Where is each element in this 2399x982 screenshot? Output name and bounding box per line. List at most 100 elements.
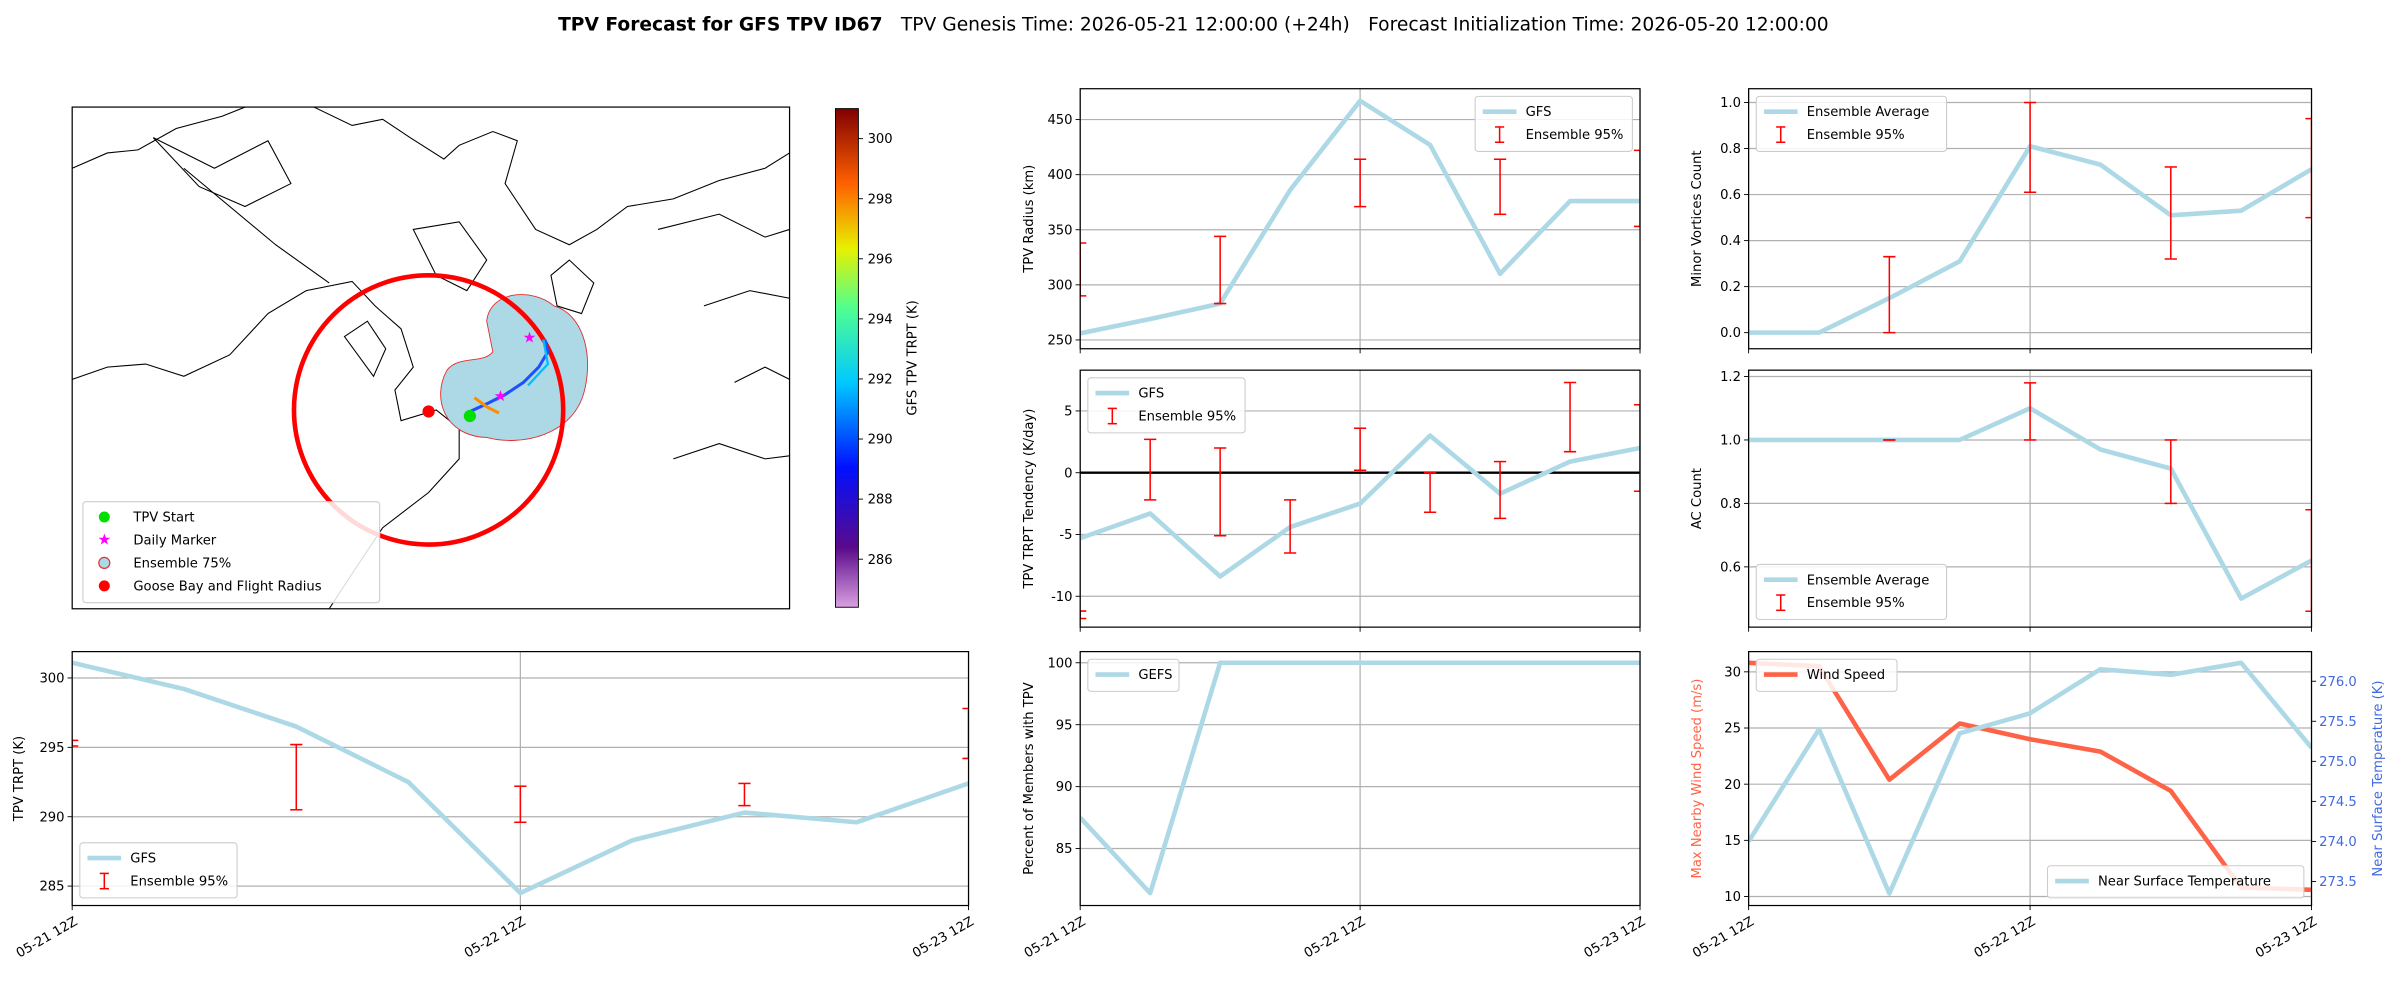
title-init: Forecast Initialization Time: 2026-05-20… — [1368, 15, 1829, 36]
y-tick-label: -5 — [1059, 528, 1072, 543]
y-tick-label: 25 — [1724, 722, 1741, 737]
colorbar-tick-label: 298 — [868, 192, 893, 207]
data-layer — [1080, 381, 1641, 620]
y-tick-label: 285 — [39, 880, 64, 895]
y-tick-label: 0.8 — [1720, 142, 1741, 157]
series-line — [1748, 660, 2312, 896]
plot-frame — [1748, 650, 2313, 907]
y-tick-label: 0 — [1064, 466, 1072, 481]
legend-marker — [98, 580, 110, 592]
x-tick-label: 05-22 12Z — [462, 914, 528, 961]
legend-label: Near Surface Temperature — [2098, 875, 2271, 890]
x-tick-label: 05-21 12Z — [14, 914, 80, 961]
legend-label: Wind Speed — [1807, 668, 1885, 683]
legend-label: GFS — [1138, 387, 1164, 402]
y-tick-label: 400 — [1047, 168, 1072, 183]
line-panel: 285 290 295 300 05-21 12Z 05-22 12Z 05-23 12Z T… — [12, 650, 977, 961]
line-panel: 0.6 0.8 1.0 1.2 AC Count Ensemble Average Ense… — [1690, 369, 2313, 632]
y-tick-label: 0.6 — [1720, 188, 1741, 203]
y-tick-label: 250 — [1047, 334, 1072, 349]
y-tick-label: 100 — [1047, 656, 1072, 671]
y-tick-label: 20 — [1724, 778, 1741, 793]
y-tick-label: 300 — [39, 672, 64, 687]
plot-frame — [1079, 88, 1641, 350]
legend-label: Ensemble 75% — [133, 556, 231, 571]
y-tick-label: 290 — [39, 810, 64, 825]
flight-radius — [291, 273, 566, 547]
y-tick-label: 1.2 — [1720, 370, 1741, 385]
legend-label: Ensemble 95% — [1807, 128, 1905, 143]
data-layer — [1080, 660, 1641, 896]
y-tick-label: 10 — [1724, 890, 1741, 905]
legend-label: Ensemble 95% — [1526, 128, 1624, 143]
legend-label: GFS — [1526, 105, 1552, 120]
colorbar-tick-label: 286 — [868, 553, 893, 568]
legend-label: Ensemble Average — [1807, 573, 1930, 588]
x-tick-label: 05-23 12Z — [2253, 914, 2319, 961]
y-tick-label: 295 — [39, 741, 64, 756]
colorbar-tick-label: 294 — [868, 312, 893, 327]
y2-axis-label: Near Surface Temperature (K) — [2371, 681, 2386, 877]
y-tick-label: 15 — [1724, 834, 1741, 849]
legend-label: Ensemble Average — [1807, 105, 1930, 120]
y2-tick-label: 274.0 — [2319, 835, 2357, 850]
series-line — [1080, 433, 1641, 579]
line-panel: 250 300 350 400 450 TPV Radius (km) GFS Ensembl… — [1022, 88, 1641, 354]
y-tick-label: 300 — [1047, 278, 1072, 293]
legend-label: Ensemble 95% — [1807, 596, 1905, 611]
y2-tick-label: 274.5 — [2319, 795, 2357, 810]
legend-label: Goose Bay and Flight Radius — [133, 579, 321, 594]
y-tick-label: 350 — [1047, 223, 1072, 238]
data-layer — [72, 660, 969, 896]
y2-tick-label: 275.0 — [2319, 755, 2357, 770]
y-axis-label: Minor Vortices Count — [1690, 150, 1705, 287]
ensemble-75-region — [440, 294, 588, 441]
legend-marker — [98, 556, 111, 570]
legend-label: TPV Start — [132, 511, 194, 526]
data-layer — [1080, 98, 1641, 336]
tpv-track-warm — [473, 396, 500, 415]
y-tick-label: 0.4 — [1720, 234, 1741, 249]
x-tick-label: 05-21 12Z — [1022, 914, 1088, 961]
y-tick-label: 95 — [1056, 718, 1073, 733]
daily-marker: ★ — [523, 329, 537, 347]
legend-box — [1755, 563, 1948, 621]
legend-box — [2046, 865, 2305, 899]
legend-label: Daily Marker — [133, 534, 216, 549]
plot-frame — [1748, 88, 2313, 350]
data-layer — [1748, 101, 2312, 335]
y-axis-label: Max Nearby Wind Speed (m/s) — [1690, 679, 1705, 879]
y-axis-label: TPV TRPT Tendency (K/day) — [1022, 409, 1037, 590]
legend-box — [1087, 658, 1180, 692]
y-tick-label: 5 — [1064, 405, 1072, 420]
y-axis-label: Percent of Members with TPV — [1022, 682, 1037, 875]
tpv-track-ens — [527, 339, 550, 387]
plot-frame — [71, 650, 970, 907]
x-tick-label: 05-21 12Z — [1690, 914, 1756, 961]
y-tick-label: 1.0 — [1720, 96, 1741, 111]
legend-marker: ★ — [97, 531, 111, 549]
line-panel: -10 -5 0 5 TPV TRPT Tendency (K/day) GFS Ensem… — [1022, 369, 1641, 632]
plot-frame — [1748, 369, 2313, 628]
legend-label: GEFS — [1138, 668, 1172, 683]
y2-tick-label: 275.5 — [2319, 715, 2357, 730]
map-panel: ★ ★ ★ TPV Start Daily Marker Ensemble 75… — [71, 106, 921, 610]
x-tick-label: 05-23 12Z — [1582, 914, 1648, 961]
colorbar-tick-label: 292 — [868, 373, 893, 388]
y-tick-label: 30 — [1724, 665, 1741, 680]
title-genesis: TPV Genesis Time: 2026-05-21 12:00:00 (+… — [900, 15, 1350, 36]
x-tick-label: 05-22 12Z — [1972, 914, 2038, 961]
colorbar-label: GFS TPV TRPT (K) — [906, 300, 921, 415]
plot-frame — [1079, 650, 1641, 907]
y-tick-label: 90 — [1056, 780, 1073, 795]
colorbar-tick-label: 296 — [868, 252, 893, 267]
y-tick-label: 0.8 — [1720, 497, 1741, 512]
y-axis-label: AC Count — [1690, 468, 1705, 529]
figure-title: TPV Forecast for GFS TPV ID67 TPV Genesis… — [558, 15, 1829, 36]
y-tick-label: -10 — [1051, 590, 1072, 605]
line-panel: 85 90 95 100 05-21 12Z 05-22 12Z 05-23 12Z Perc… — [1022, 650, 1648, 961]
colorbar-tick-label: 288 — [868, 493, 893, 508]
y-axis-label: TPV TRPT (K) — [12, 736, 27, 822]
y-tick-label: 85 — [1056, 842, 1073, 857]
